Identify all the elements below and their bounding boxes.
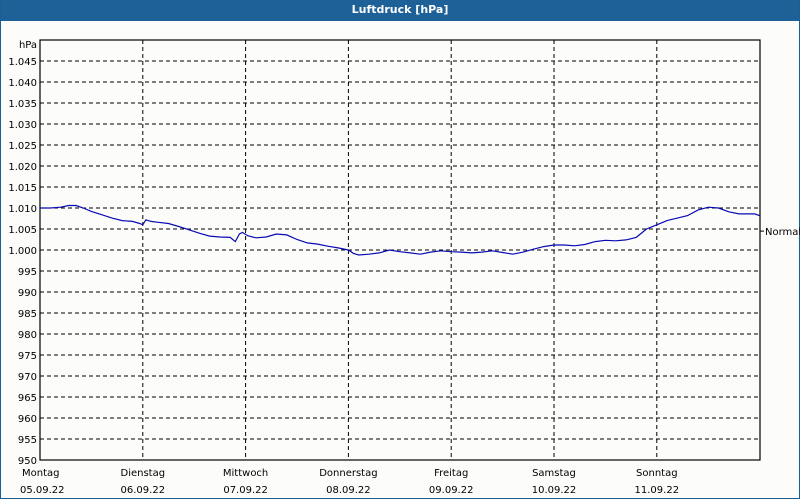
- x-date-label: 10.09.22: [532, 485, 577, 496]
- x-date-label: 09.09.22: [429, 485, 474, 496]
- x-date-label: 11.09.22: [635, 485, 680, 496]
- y-tick-label: 1.005: [8, 225, 37, 236]
- x-day-label: Dienstag: [121, 468, 166, 479]
- y-tick-label: 985: [18, 309, 37, 320]
- y-tick-label: 1.020: [8, 162, 37, 173]
- y-tick-label: 995: [18, 267, 37, 278]
- chart-title-bar: Luftdruck [hPa]: [0, 0, 800, 21]
- x-date-label: 07.09.22: [223, 485, 268, 496]
- y-tick-label: 1.035: [8, 99, 37, 110]
- y-tick-label: 980: [18, 330, 37, 341]
- normal-label: Normal: [765, 227, 800, 238]
- y-tick-label: 975: [18, 351, 37, 362]
- pressure-line: [40, 204, 760, 256]
- y-axis-ticks: 950 955 960 965 970 975 980 985 990 995 1.000 1.005…: [8, 57, 37, 467]
- plot-frame: [39, 39, 761, 461]
- y-tick-label: 1.010: [8, 204, 37, 215]
- x-day-label: Samstag: [532, 468, 576, 479]
- y-tick-label: 1.015: [8, 183, 37, 194]
- y-axis-unit: hPa: [19, 40, 37, 51]
- y-tick-label: 1.045: [8, 57, 37, 68]
- y-tick-label: 970: [18, 372, 37, 383]
- y-tick-label: 965: [18, 393, 37, 404]
- x-date-label: 05.09.22: [20, 485, 65, 496]
- y-tick-label: 1.040: [8, 78, 37, 89]
- x-date-label: 06.09.22: [121, 485, 166, 496]
- y-tick-label: 1.000: [8, 246, 37, 257]
- x-day-label: Donnerstag: [319, 468, 377, 479]
- y-tick-label: 955: [18, 435, 37, 446]
- y-tick-label: 1.025: [8, 141, 37, 152]
- y-tick-label: 960: [18, 414, 37, 425]
- x-day-label: Freitag: [434, 468, 468, 479]
- x-axis-labels: Montag 05.09.22 Dienstag 06.09.22 Mittwoch 07…: [20, 468, 679, 496]
- x-date-label: 08.09.22: [326, 485, 371, 496]
- chart-title: Luftdruck [hPa]: [351, 3, 449, 16]
- x-day-label: Montag: [22, 468, 59, 479]
- y-tick-label: 990: [18, 288, 37, 299]
- y-tick-label: 1.030: [8, 120, 37, 131]
- y-tick-label: 950: [18, 456, 37, 467]
- x-day-label: Mittwoch: [223, 468, 268, 479]
- x-day-label: Sonntag: [636, 468, 678, 479]
- grid-lines: [40, 40, 760, 460]
